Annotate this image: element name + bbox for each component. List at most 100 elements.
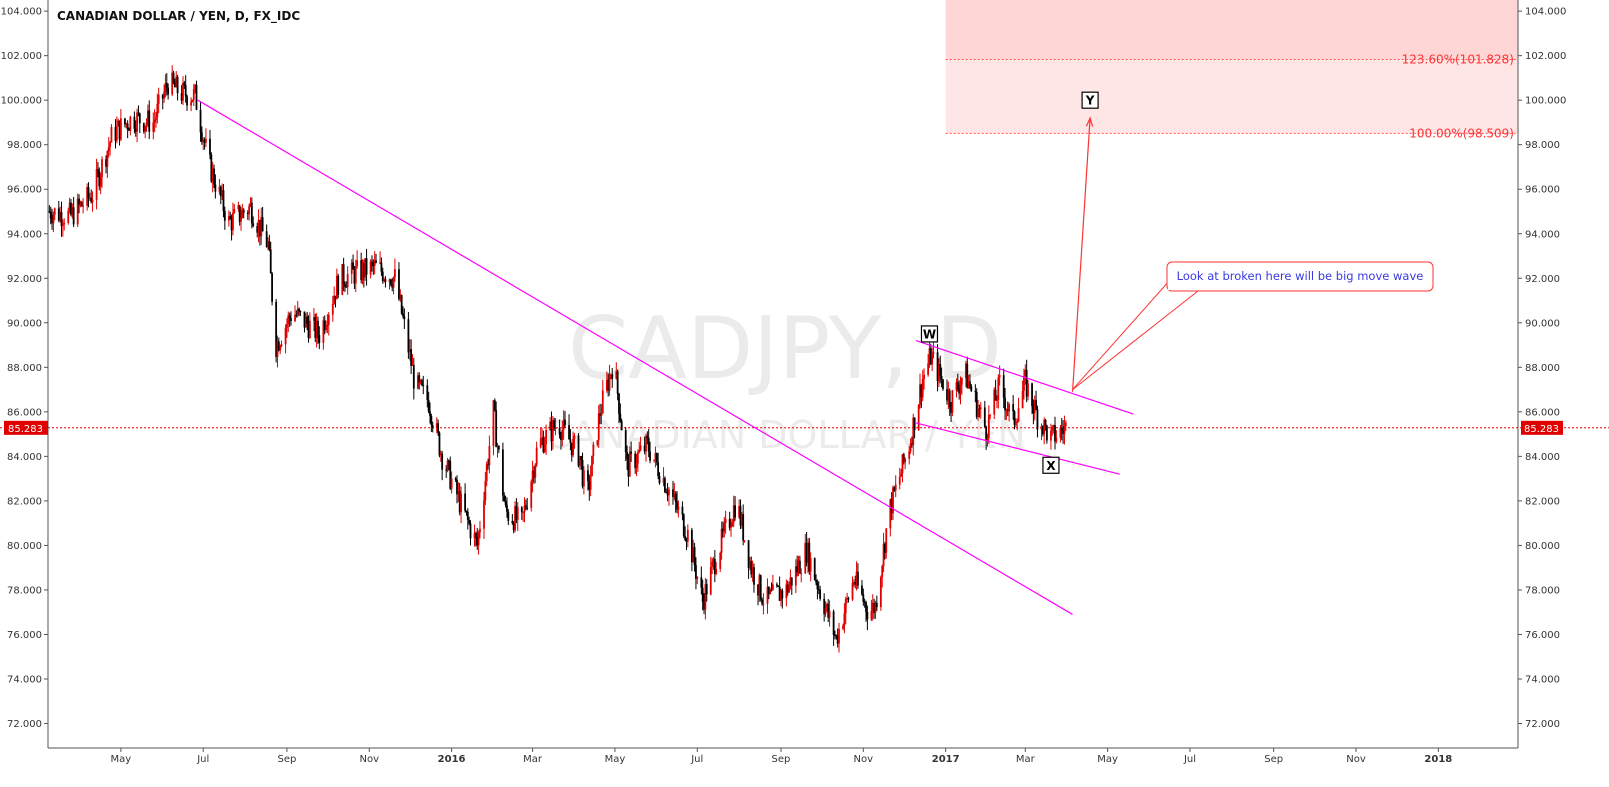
candle-body[interactable] [693, 547, 696, 566]
candle-body[interactable] [163, 91, 165, 99]
candle-body[interactable] [479, 528, 481, 533]
candle-body[interactable] [326, 324, 329, 327]
candle-body[interactable] [296, 308, 299, 316]
candle-body[interactable] [82, 205, 84, 207]
candle-body[interactable] [502, 449, 504, 496]
candle-body[interactable] [627, 459, 630, 477]
candle-body[interactable] [458, 491, 461, 513]
candle-body[interactable] [846, 598, 849, 600]
candle-body[interactable] [1017, 408, 1020, 422]
candle-body[interactable] [155, 117, 157, 120]
candle-body[interactable] [901, 454, 904, 474]
candle-body[interactable] [815, 579, 817, 583]
candle-body[interactable] [1027, 383, 1029, 397]
candle-body[interactable] [724, 518, 727, 523]
candle-body[interactable] [195, 85, 198, 110]
candle-body[interactable] [863, 601, 866, 603]
candle-body[interactable] [854, 582, 857, 585]
candle-body[interactable] [124, 118, 126, 125]
candle-body[interactable] [477, 532, 480, 546]
candle-body[interactable] [248, 206, 251, 215]
candle-body[interactable] [342, 264, 345, 285]
candle-body[interactable] [389, 279, 392, 285]
candle-body[interactable] [106, 151, 109, 167]
candle-body[interactable] [994, 389, 997, 401]
candle-body[interactable] [98, 171, 101, 187]
candle-body[interactable] [695, 565, 697, 579]
candle-body[interactable] [911, 443, 913, 446]
candle-body[interactable] [825, 604, 828, 608]
candle-body[interactable] [616, 371, 619, 394]
candle-body[interactable] [684, 536, 687, 540]
candle-body[interactable] [222, 190, 225, 211]
candle-body[interactable] [722, 528, 724, 532]
candle-body[interactable] [758, 575, 761, 596]
candle-body[interactable] [692, 547, 695, 563]
candle-body[interactable] [761, 599, 763, 604]
candle-body[interactable] [646, 435, 649, 439]
candle-body[interactable] [257, 219, 260, 233]
candle-body[interactable] [942, 379, 944, 390]
candle-body[interactable] [647, 438, 650, 452]
candle-body[interactable] [1031, 383, 1033, 407]
candle-body[interactable] [129, 116, 132, 131]
candle-body[interactable] [677, 506, 680, 510]
candle-body[interactable] [91, 199, 94, 203]
candle-body[interactable] [607, 379, 610, 391]
candle-body[interactable] [535, 447, 538, 465]
candle-body[interactable] [780, 590, 782, 601]
candle-body[interactable] [165, 82, 168, 88]
candle-body[interactable] [1045, 425, 1048, 441]
candle-body[interactable] [723, 522, 726, 532]
candle-body[interactable] [938, 364, 940, 382]
candle-body[interactable] [288, 315, 291, 319]
candle-body[interactable] [421, 380, 423, 385]
candle-body[interactable] [947, 390, 950, 401]
candle-body[interactable] [515, 506, 518, 521]
candle-body[interactable] [715, 568, 718, 574]
candle-body[interactable] [445, 469, 448, 471]
candle-body[interactable] [86, 187, 89, 206]
candle-body[interactable] [785, 584, 788, 599]
candle-body[interactable] [770, 589, 773, 591]
candle-body[interactable] [211, 168, 214, 182]
candle-body[interactable] [739, 505, 742, 526]
candle-body[interactable] [402, 313, 404, 317]
candle-body[interactable] [777, 585, 780, 587]
candle-body[interactable] [1054, 425, 1056, 442]
candle-body[interactable] [431, 425, 434, 428]
candle-body[interactable] [223, 210, 226, 221]
candle-body[interactable] [611, 374, 614, 379]
candle-body[interactable] [686, 529, 689, 542]
candle-body[interactable] [392, 277, 395, 288]
candle-body[interactable] [989, 414, 992, 416]
candle-body[interactable] [835, 635, 838, 637]
candle-body[interactable] [769, 589, 772, 594]
candle-body[interactable] [884, 543, 886, 553]
trendline[interactable] [915, 422, 1120, 475]
candle-body[interactable] [53, 208, 56, 215]
candle-body[interactable] [828, 611, 831, 618]
candle-body[interactable] [958, 388, 961, 394]
candle-body[interactable] [227, 216, 230, 221]
candle-body[interactable] [496, 446, 499, 448]
candle-body[interactable] [345, 286, 348, 288]
candle-body[interactable] [728, 518, 731, 528]
candle-body[interactable] [561, 429, 564, 441]
candle-body[interactable] [133, 116, 136, 129]
candle-body[interactable] [920, 384, 923, 398]
candle-body[interactable] [90, 197, 93, 203]
trendline[interactable] [915, 340, 1134, 415]
candle-body[interactable] [360, 260, 363, 281]
candle-body[interactable] [48, 211, 51, 213]
candle-body[interactable] [673, 493, 676, 497]
candle-body[interactable] [781, 590, 784, 599]
candle-body[interactable] [1043, 419, 1046, 435]
candle-body[interactable] [369, 261, 372, 275]
candle-body[interactable] [589, 476, 592, 490]
candle-body[interactable] [298, 308, 300, 312]
candle-body[interactable] [1036, 409, 1039, 430]
candle-body[interactable] [356, 260, 359, 267]
candle-body[interactable] [928, 348, 931, 364]
candle-body[interactable] [317, 320, 319, 336]
